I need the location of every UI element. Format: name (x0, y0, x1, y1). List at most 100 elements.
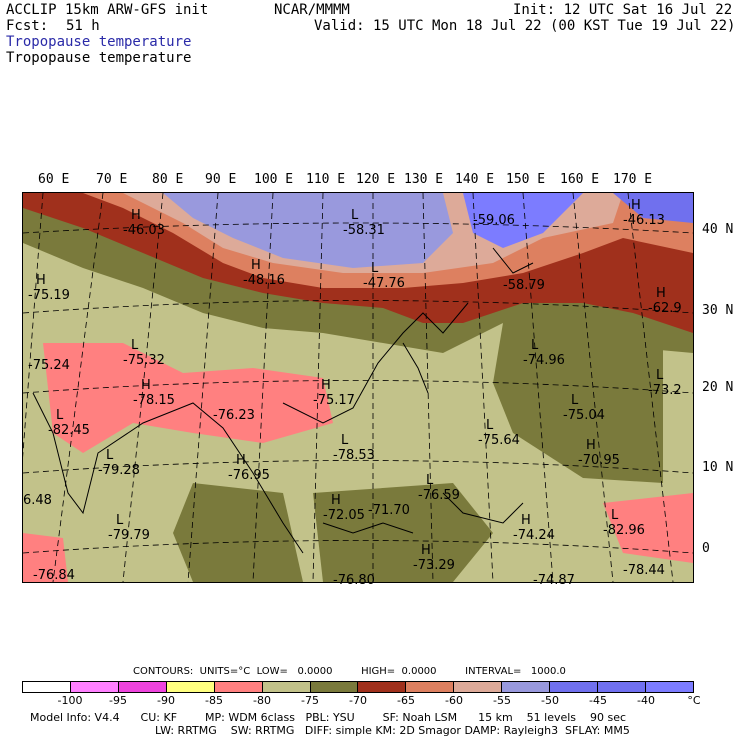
lon-label-1: 70 E (96, 172, 128, 187)
color-bar-tick-label: -60 (445, 694, 463, 707)
extremum-mark: H (656, 286, 666, 301)
map-annotation: L -79.28 (98, 448, 140, 478)
lon-label-8: 140 E (455, 172, 495, 187)
map-annotation: H -75.17 (313, 378, 355, 408)
extremum-mark: L (611, 508, 619, 523)
map-annotation: H -76.95 (228, 453, 270, 483)
lon-label-7: 130 E (404, 172, 444, 187)
org-label: NCAR/MMMM (274, 2, 350, 18)
extremum-mark: L (486, 418, 494, 433)
map-annotation: -76.80 (333, 573, 375, 588)
patch-salmon-southeast (603, 493, 693, 563)
model-info-line1: Model Info: V4.4 CU: KF MP: WDM 6class P… (30, 711, 627, 724)
map-annotation: -75.24 (28, 358, 70, 373)
extremum-value: -75.04 (563, 408, 605, 423)
extremum-mark: H (251, 258, 261, 273)
contours-info: CONTOURS: UNITS=°C LOW= 0.0000 HIGH= 0.0… (133, 666, 566, 677)
extremum-mark: L (426, 473, 434, 488)
tropopause-temperature-map (23, 193, 693, 582)
extremum-value: -75.17 (313, 393, 355, 408)
color-bar-swatch (262, 682, 311, 692)
extremum-mark: H (321, 378, 331, 393)
color-bar-swatch (406, 682, 455, 692)
extremum-value: -46.13 (623, 213, 665, 228)
extremum-value: 6.48 (23, 493, 52, 508)
extremum-mark: L (106, 448, 114, 463)
valid-time: Valid: 15 UTC Mon 18 Jul 22 (00 KST Tue … (314, 18, 736, 34)
extremum-value: -78.53 (333, 448, 375, 463)
color-bar-tick-label: -75 (301, 694, 319, 707)
patch-olive-pacific (493, 323, 663, 483)
map-annotation: H -73.29 (413, 543, 455, 573)
map-annotation: -78.44 (623, 563, 665, 578)
extremum-value: -76.59 (418, 488, 460, 503)
map-annotation: L -74.96 (523, 338, 565, 368)
map-panel: H -46.03 L -58.31 -59.06 H -46.13 H -75.19 H -48.1… (22, 192, 694, 588)
extremum-value: -73.29 (413, 558, 455, 573)
field-title-secondary: Tropopause temperature (6, 50, 192, 66)
extremum-mark: H (141, 378, 151, 393)
lon-label-5: 110 E (306, 172, 346, 187)
map-annotation: H -78.15 (133, 378, 175, 408)
extremum-value: -75.19 (28, 288, 70, 303)
extremum-value: -76.23 (213, 408, 255, 423)
map-annotation: L -82.45 (48, 408, 90, 438)
lon-label-10: 160 E (560, 172, 600, 187)
extremum-mark: H (586, 438, 596, 453)
map-annotation: L -75.64 (478, 418, 520, 448)
extremum-mark: H (331, 493, 341, 508)
graticule (23, 193, 693, 582)
lat-label-3: 10 N (702, 460, 734, 475)
model-info-line2: LW: RRTMG SW: RRTMG DIFF: simple KM: 2D … (155, 724, 630, 737)
map-annotation: -76.23 (213, 408, 255, 423)
color-bar-swatch (598, 682, 646, 692)
color-bar-swatch (118, 682, 167, 692)
color-bar-tick-label: -40 (637, 694, 655, 707)
init-time: Init: 12 UTC Sat 16 Jul 22 (513, 2, 733, 18)
map-annotation: L -73.2 (648, 368, 682, 398)
extremum-value: -72.05 (323, 508, 365, 523)
map-annotation: -76.84 (33, 568, 75, 583)
color-bar (22, 681, 694, 693)
patch-olive-indochina (173, 483, 303, 582)
extremum-mark: H (631, 198, 641, 213)
color-bar-tick-label: -45 (589, 694, 607, 707)
color-bar-swatch (645, 682, 693, 692)
extremum-mark: L (131, 338, 139, 353)
color-bar-swatch (310, 682, 359, 692)
patch-olive-maritime (313, 483, 493, 582)
map-annotation: -58.79 (503, 278, 545, 293)
color-bar-swatch (214, 682, 263, 692)
map-annotation: L -82.96 (603, 508, 645, 538)
extremum-value: -48.16 (243, 273, 285, 288)
extremum-value: -75.24 (28, 358, 70, 373)
extremum-mark: H (236, 453, 246, 468)
extremum-value: -76.80 (333, 573, 375, 588)
map-annotation: L -75.32 (123, 338, 165, 368)
coastlines (32, 247, 534, 554)
forecast-hours: 51 h (66, 18, 100, 34)
color-bar-swatch (502, 682, 551, 692)
extremum-value: -79.28 (98, 463, 140, 478)
map-annotation: H -75.19 (28, 273, 70, 303)
extremum-mark: L (56, 408, 64, 423)
color-bar-tick-label: -65 (397, 694, 415, 707)
field-title-primary: Tropopause temperature (6, 34, 192, 50)
lat-label-1: 30 N (702, 303, 734, 318)
extremum-value: -59.06 (473, 213, 515, 228)
lon-label-2: 80 E (152, 172, 184, 187)
map-annotation: H -46.13 (623, 198, 665, 228)
band-blue-east (463, 193, 583, 248)
extremum-value: -75.32 (123, 353, 165, 368)
lat-label-4: 0 (702, 541, 710, 556)
lon-label-3: 90 E (205, 172, 237, 187)
extremum-value: -58.31 (343, 223, 385, 238)
lon-label-0: 60 E (38, 172, 70, 187)
color-bar-tick-label: -80 (253, 694, 271, 707)
extremum-value: -79.79 (108, 528, 150, 543)
color-bar-swatch (166, 682, 215, 692)
extremum-mark: L (656, 368, 664, 383)
extremum-mark: L (371, 261, 379, 276)
extremum-value: -78.15 (133, 393, 175, 408)
extremum-mark: H (36, 273, 46, 288)
